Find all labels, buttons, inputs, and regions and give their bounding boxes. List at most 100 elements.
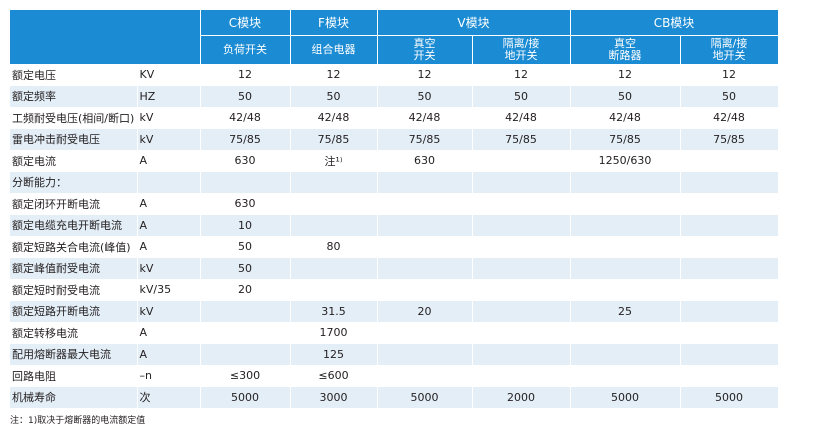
header-row: 负荷开关 组合电器 真空 开关 隔离/接 地开关 真空 断路器 隔离/接 地开关 <box>10 35 779 64</box>
param-name: 额定短时耐受电流 <box>10 279 138 301</box>
value-cell <box>290 257 378 279</box>
sub-header-line: 组合电器 <box>311 43 356 56</box>
value-cell <box>680 365 779 387</box>
table-body: 额定电压 KV 12 12 12 12 12 12 额定频率 HZ 50 50 50 50 50 50 工频耐受… <box>10 64 779 408</box>
value-cell: 42/48 <box>472 107 571 129</box>
value-cell <box>570 343 681 365</box>
table-row: 额定转移电流 A 1700 <box>10 322 779 344</box>
value-cell: 75/85 <box>472 128 571 150</box>
unit: A <box>137 193 201 215</box>
value-cell: 75/85 <box>680 128 779 150</box>
value-cell: 125 <box>290 343 378 365</box>
table-row: 额定短路关合电流(峰值) A 50 80 <box>10 236 779 258</box>
value-cell <box>472 171 571 193</box>
value-cell <box>472 279 571 301</box>
table-header: C模块 F模块 V模块 CB模块 负荷开关 组合电器 真空 开关 隔离/接 地开关 真空 断路器 隔离/… <box>10 10 779 64</box>
unit: HZ <box>137 85 201 107</box>
table-row: 雷电冲击耐受电压 kV 75/85 75/85 75/85 75/85 75/85 75/85 <box>10 128 779 150</box>
value-cell <box>290 171 378 193</box>
table-row: 额定短时耐受电流 kV/35 20 <box>10 279 779 301</box>
sub-header-line: 隔离/接 <box>502 37 540 50</box>
value-cell <box>290 214 378 236</box>
value-cell <box>680 150 779 172</box>
sub-header-line: 地开关 <box>712 49 746 62</box>
table-row: 额定频率 HZ 50 50 50 50 50 50 <box>10 85 779 107</box>
unit: A <box>137 236 201 258</box>
table-row: 额定电压 KV 12 12 12 12 12 12 <box>10 64 779 86</box>
value-cell <box>200 171 291 193</box>
value-cell: 630 <box>377 150 473 172</box>
value-cell: 12 <box>200 64 291 86</box>
value-cell <box>570 214 681 236</box>
value-cell <box>570 257 681 279</box>
value-cell <box>472 236 571 258</box>
value-cell: 75/85 <box>377 128 473 150</box>
value-cell: 25 <box>570 300 681 322</box>
table-row: 额定闭环开断电流 A 630 <box>10 193 779 215</box>
value-cell <box>680 171 779 193</box>
param-name: 额定转移电流 <box>10 322 138 344</box>
table-row: 额定峰值耐受电流 kV 50 <box>10 257 779 279</box>
sub-header-line: 地开关 <box>504 49 538 62</box>
param-name: 额定电缆充电开断电流 <box>10 214 138 236</box>
value-cell: 12 <box>680 64 779 86</box>
value-cell <box>377 365 473 387</box>
value-cell: 75/85 <box>570 128 681 150</box>
value-cell: 12 <box>290 64 378 86</box>
value-cell <box>200 300 291 322</box>
param-name: 额定电流 <box>10 150 138 172</box>
unit: kV <box>137 107 201 129</box>
value-cell: 10 <box>200 214 291 236</box>
value-cell <box>570 365 681 387</box>
unit: 次 <box>137 386 201 408</box>
spec-table: C模块 F模块 V模块 CB模块 负荷开关 组合电器 真空 开关 隔离/接 地开关 真空 断路器 隔离/… <box>10 10 779 408</box>
value-cell: 2000 <box>472 386 571 408</box>
table-row: 机械寿命次 5000 3000 5000 2000 5000 5000 <box>10 386 779 408</box>
value-cell <box>377 257 473 279</box>
param-name: 额定频率 <box>10 85 138 107</box>
value-cell: 3000 <box>290 386 378 408</box>
param-name: 额定闭环开断电流 <box>10 193 138 215</box>
sub-header-line: 断路器 <box>608 49 642 62</box>
value-cell: 50 <box>290 85 378 107</box>
value-cell <box>377 322 473 344</box>
unit: A <box>137 150 201 172</box>
value-cell: 5000 <box>377 386 473 408</box>
param-name: 工频耐受电压(相间/断口) <box>10 107 138 129</box>
param-name: 额定电压 <box>10 64 138 86</box>
value-cell: 75/85 <box>200 128 291 150</box>
value-cell <box>472 365 571 387</box>
value-cell <box>472 300 571 322</box>
value-cell: 50 <box>200 85 291 107</box>
sub-header: 组合电器 <box>290 35 378 64</box>
sub-header: 真空 开关 <box>377 35 473 64</box>
table-row: 额定电缆充电开断电流 A 10 <box>10 214 779 236</box>
table-row: 额定短路开断电流 kV 31.5 20 25 <box>10 300 779 322</box>
value-cell: ≤600 <box>290 365 378 387</box>
value-cell: 1700 <box>290 322 378 344</box>
value-cell: 5000 <box>200 386 291 408</box>
footnote: 注：1)取决于熔断器的电流额定值 <box>10 416 146 426</box>
value-cell <box>377 214 473 236</box>
value-cell <box>570 279 681 301</box>
value-cell: 20 <box>377 300 473 322</box>
sub-header-line: 隔离/接 <box>710 37 748 50</box>
header-row: C模块 F模块 V模块 CB模块 <box>10 10 779 64</box>
sub-header-line: 开关 <box>413 49 436 62</box>
value-cell <box>377 279 473 301</box>
header-corner <box>10 10 201 64</box>
value-cell <box>472 150 571 172</box>
value-cell: 42/48 <box>290 107 378 129</box>
value-cell <box>200 343 291 365</box>
value-cell: 5000 <box>570 386 681 408</box>
group-header: C模块 <box>200 10 291 36</box>
unit: kV <box>137 257 201 279</box>
sub-header-line: 真空 <box>413 37 436 50</box>
value-cell: 42/48 <box>570 107 681 129</box>
value-cell <box>680 257 779 279</box>
value-cell: 31.5 <box>290 300 378 322</box>
unit: kV/35 <box>137 279 201 301</box>
value-cell: 1250/630 <box>570 150 681 172</box>
value-cell: 12 <box>472 64 571 86</box>
value-cell: 42/48 <box>377 107 473 129</box>
